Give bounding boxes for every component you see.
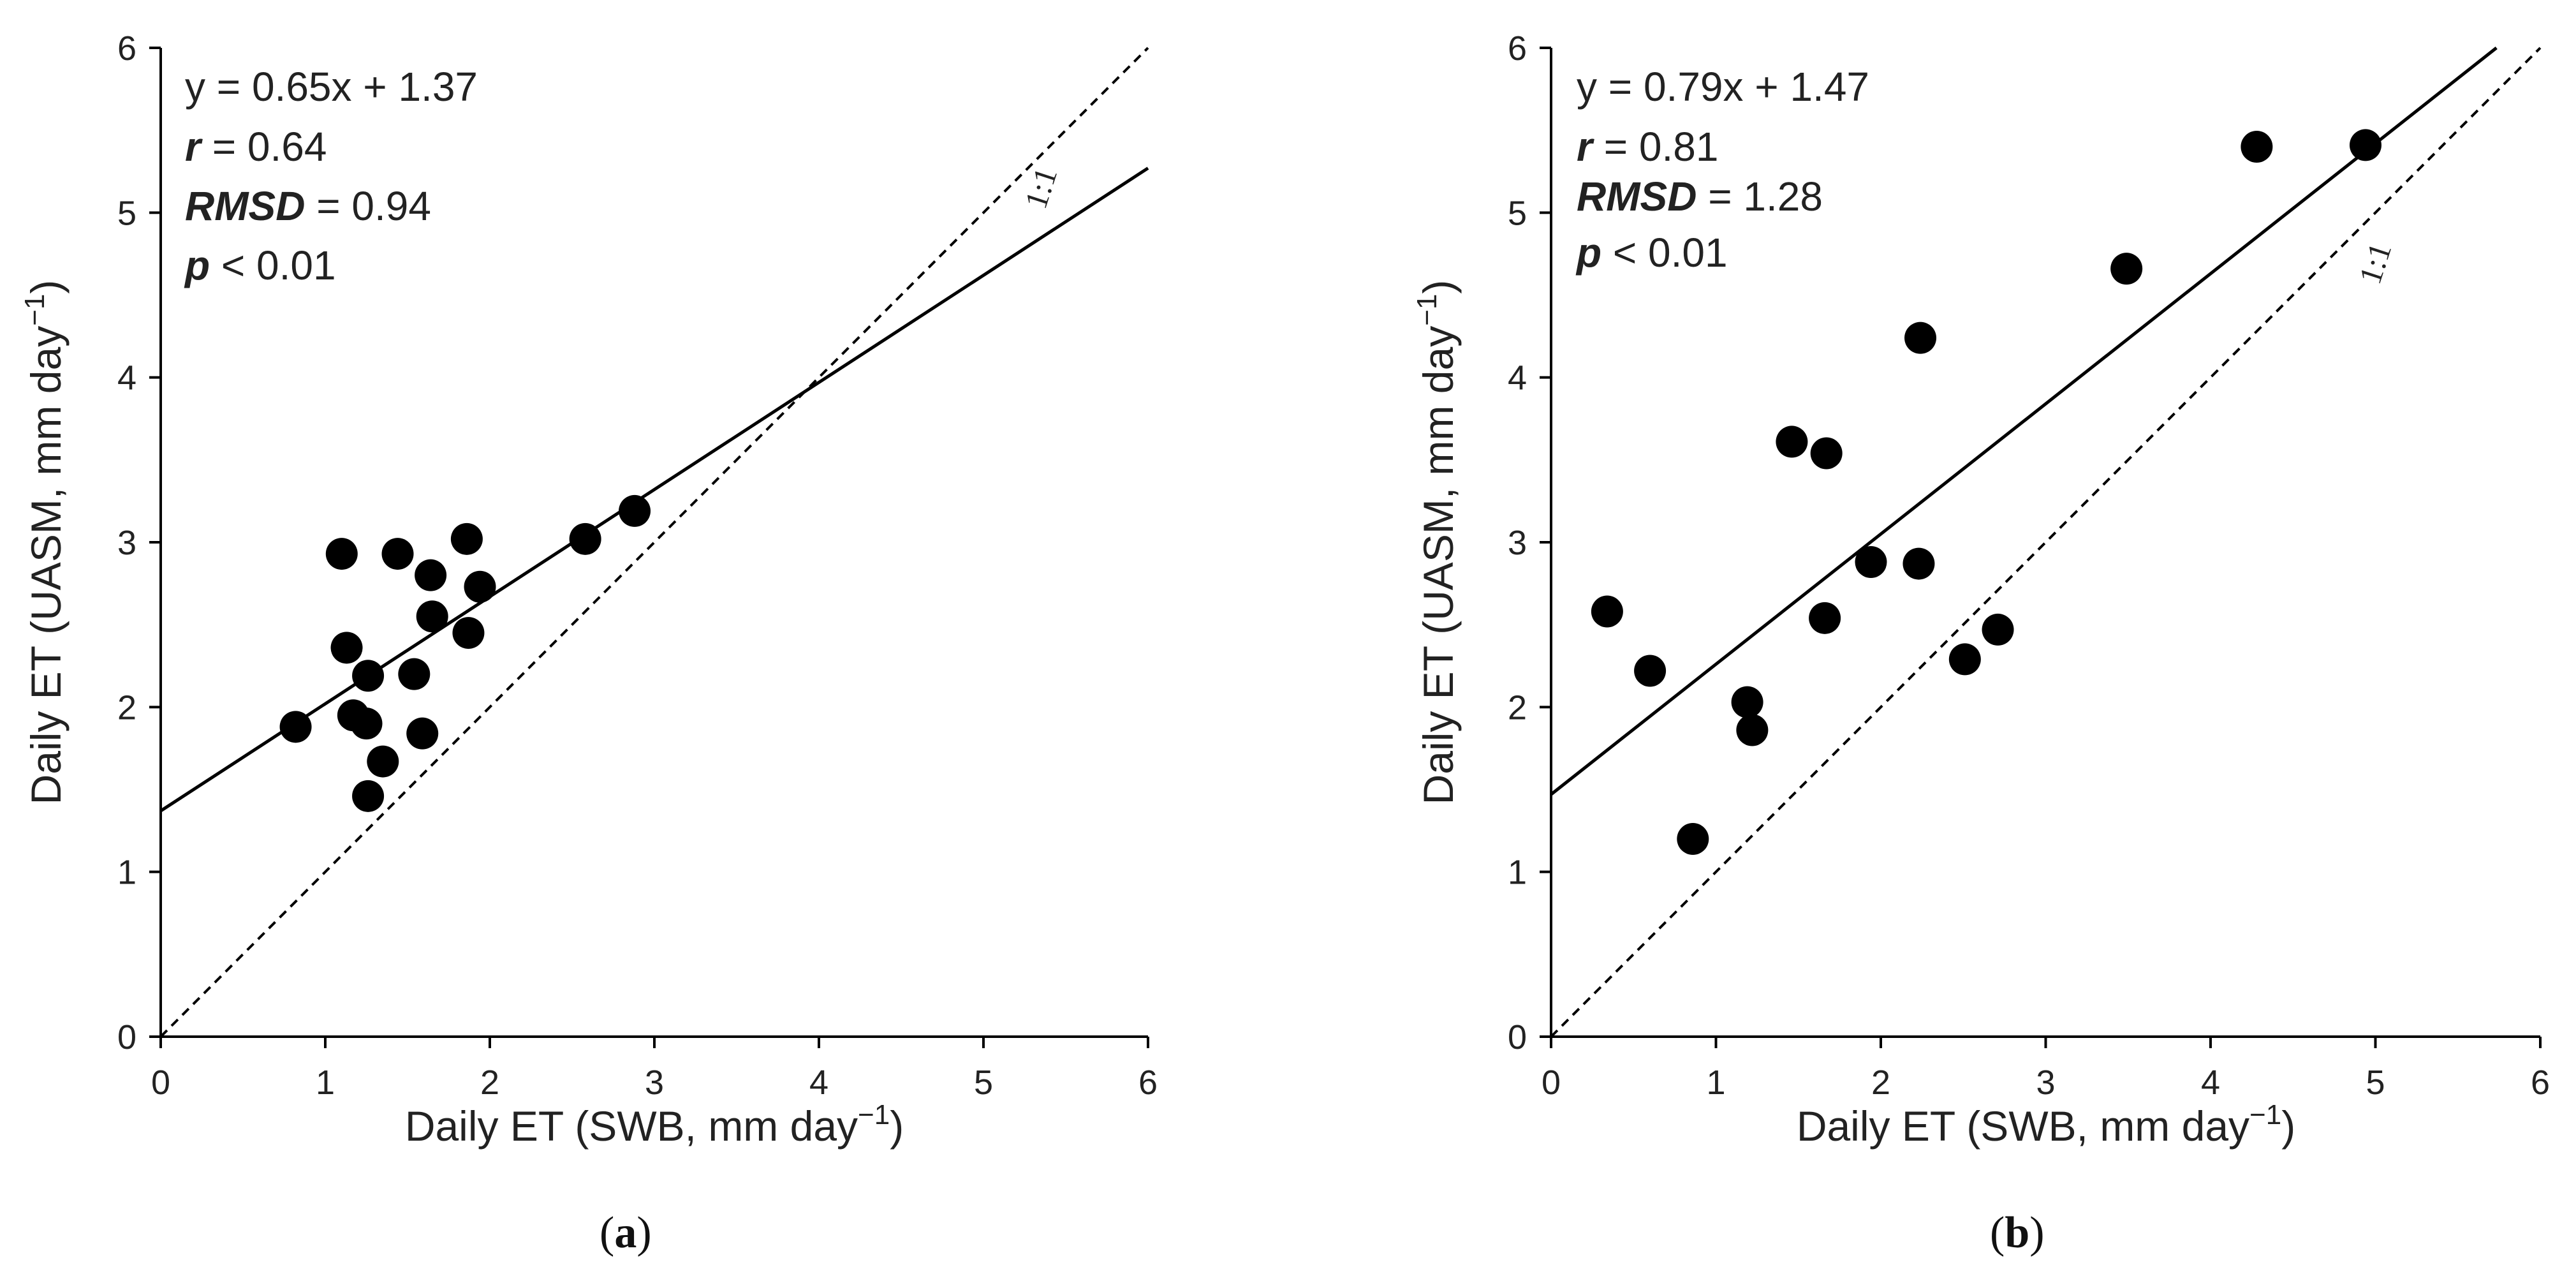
- y-tick-label-a-6: 6: [117, 29, 136, 68]
- x-axis-label-b: Daily ET (SWB, mm day−1): [1797, 1099, 2295, 1150]
- equation-a: y = 0.65x + 1.37: [185, 64, 478, 110]
- data-point-b-7: [1809, 602, 1841, 634]
- chart-panel-b: 1:1 0 1 2 3 4 5 6 0 1 2 3 4 5 6 y = 0.79x + 1.47 r =…: [1411, 29, 2550, 1257]
- y-tick-label-b-1: 1: [1508, 854, 1527, 892]
- data-point-b-4: [1731, 686, 1763, 718]
- data-point-a-5: [350, 707, 383, 740]
- y-tick-label-a-0: 0: [117, 1018, 136, 1056]
- equation-b: y = 0.79x + 1.47: [1577, 64, 1869, 110]
- x-tick-label-b-4: 4: [2201, 1063, 2220, 1102]
- p-stat-a: p < 0.01: [184, 242, 336, 288]
- x-tick-label-b-2: 2: [1871, 1063, 1890, 1102]
- x-tick-label-a-2: 2: [480, 1063, 499, 1102]
- one-to-one-line-b: [1550, 47, 2542, 1038]
- x-tick-label-b-5: 5: [2366, 1063, 2385, 1102]
- y-tick-label-a-5: 5: [117, 194, 136, 232]
- p-value-a: < 0.01: [210, 242, 336, 288]
- rmsd-stat-b: RMSD = 1.28: [1577, 174, 1823, 219]
- data-point-b-12: [1948, 643, 1981, 676]
- p-label-a: p: [184, 242, 210, 288]
- p-label-b: p: [1575, 230, 1601, 276]
- y-ticks-a: 0 1 2 3 4 5 6: [117, 29, 161, 1056]
- data-point-a-10: [398, 658, 431, 690]
- data-point-b-16: [2349, 129, 2381, 161]
- p-value-b: < 0.01: [1601, 230, 1728, 276]
- panel-caption-a: (a): [600, 1208, 652, 1257]
- data-point-a-2: [325, 538, 358, 570]
- data-point-a-12: [415, 559, 447, 591]
- data-point-b-11: [1904, 322, 1937, 354]
- r-label-b: r: [1577, 124, 1594, 170]
- rmsd-value-a: = 0.94: [305, 183, 431, 229]
- data-point-a-9: [381, 538, 414, 570]
- one-to-one-line-a: [159, 47, 1149, 1038]
- y-tick-label-a-3: 3: [117, 524, 136, 562]
- data-point-a-8: [367, 745, 399, 778]
- rmsd-label-a: RMSD: [185, 183, 305, 229]
- y-tick-label-a-4: 4: [117, 359, 136, 397]
- one-to-one-label-b: 1:1: [2352, 239, 2398, 288]
- x-tick-label-a-6: 6: [1138, 1063, 1158, 1102]
- data-point-b-1: [1591, 595, 1623, 628]
- data-point-a-11: [406, 717, 439, 750]
- x-tick-label-a-4: 4: [809, 1063, 828, 1102]
- r-stat-a: r = 0.64: [185, 124, 327, 170]
- one-to-one-label-a: 1:1: [1017, 163, 1064, 213]
- r-label-a: r: [185, 124, 203, 170]
- data-point-a-18: [619, 494, 651, 527]
- x-tick-label-b-3: 3: [2036, 1063, 2055, 1102]
- y-ticks-b: 0 1 2 3 4 5 6: [1508, 29, 1551, 1056]
- panel-caption-b: (b): [1990, 1208, 2045, 1257]
- data-point-b-3: [1677, 823, 1709, 855]
- data-point-b-9: [1855, 546, 1887, 578]
- y-tick-label-b-2: 2: [1508, 688, 1527, 727]
- rmsd-value-b: = 1.28: [1696, 174, 1823, 219]
- r-value-a: = 0.64: [201, 124, 327, 170]
- x-tick-label-b-1: 1: [1706, 1063, 1725, 1102]
- data-point-a-3: [330, 632, 363, 664]
- data-point-a-15: [452, 617, 485, 649]
- x-tick-label-a-3: 3: [645, 1063, 664, 1102]
- data-point-a-13: [416, 600, 448, 633]
- p-stat-b: p < 0.01: [1575, 230, 1728, 276]
- x-ticks-b: 0 1 2 3 4 5 6: [1542, 1037, 2550, 1102]
- x-tick-label-b-0: 0: [1542, 1063, 1561, 1102]
- y-tick-label-b-6: 6: [1508, 29, 1527, 68]
- x-tick-label-a-0: 0: [151, 1063, 170, 1102]
- scatter-points-b: [1591, 129, 2381, 855]
- data-point-b-14: [2110, 253, 2143, 285]
- data-point-a-16: [464, 570, 496, 603]
- y-tick-label-a-2: 2: [117, 688, 136, 727]
- data-point-b-13: [1982, 613, 2014, 646]
- data-point-b-2: [1634, 655, 1667, 687]
- x-tick-label-b-6: 6: [2531, 1063, 2550, 1102]
- data-point-b-5: [1736, 714, 1769, 746]
- regression-line-b: [1550, 47, 2498, 796]
- data-point-a-14: [450, 522, 483, 555]
- scatter-points-a: [279, 494, 651, 812]
- r-value-b: = 0.81: [1593, 124, 1719, 170]
- r-stat-b: r = 0.81: [1577, 124, 1718, 170]
- y-tick-label-b-0: 0: [1508, 1018, 1527, 1056]
- x-tick-label-a-5: 5: [974, 1063, 993, 1102]
- x-tick-label-a-1: 1: [316, 1063, 335, 1102]
- regression-line-a: [159, 167, 1149, 813]
- rmsd-stat-a: RMSD = 0.94: [185, 183, 431, 229]
- y-tick-label-a-1: 1: [117, 854, 136, 892]
- data-point-b-8: [1810, 437, 1843, 470]
- data-point-b-15: [2241, 131, 2273, 163]
- chart-panel-a: 1:1 0 1 2 3 4 5 6 0 1 2 3 4 5 6 y = 0.65x + 1.37 r =…: [19, 29, 1158, 1257]
- y-axis-label-a: Daily ET (UASM, mm day−1): [19, 280, 70, 805]
- y-tick-label-b-3: 3: [1508, 524, 1527, 562]
- rmsd-label-b: RMSD: [1577, 174, 1696, 219]
- x-ticks-a: 0 1 2 3 4 5 6: [151, 1037, 1158, 1102]
- data-point-b-6: [1776, 426, 1808, 458]
- y-tick-label-b-4: 4: [1508, 359, 1527, 397]
- y-axis-label-b: Daily ET (UASM, mm day−1): [1411, 280, 1462, 805]
- data-point-a-7: [352, 780, 385, 812]
- y-tick-label-b-5: 5: [1508, 194, 1527, 232]
- data-point-b-10: [1903, 547, 1935, 580]
- x-axis-label-a: Daily ET (SWB, mm day−1): [405, 1099, 904, 1150]
